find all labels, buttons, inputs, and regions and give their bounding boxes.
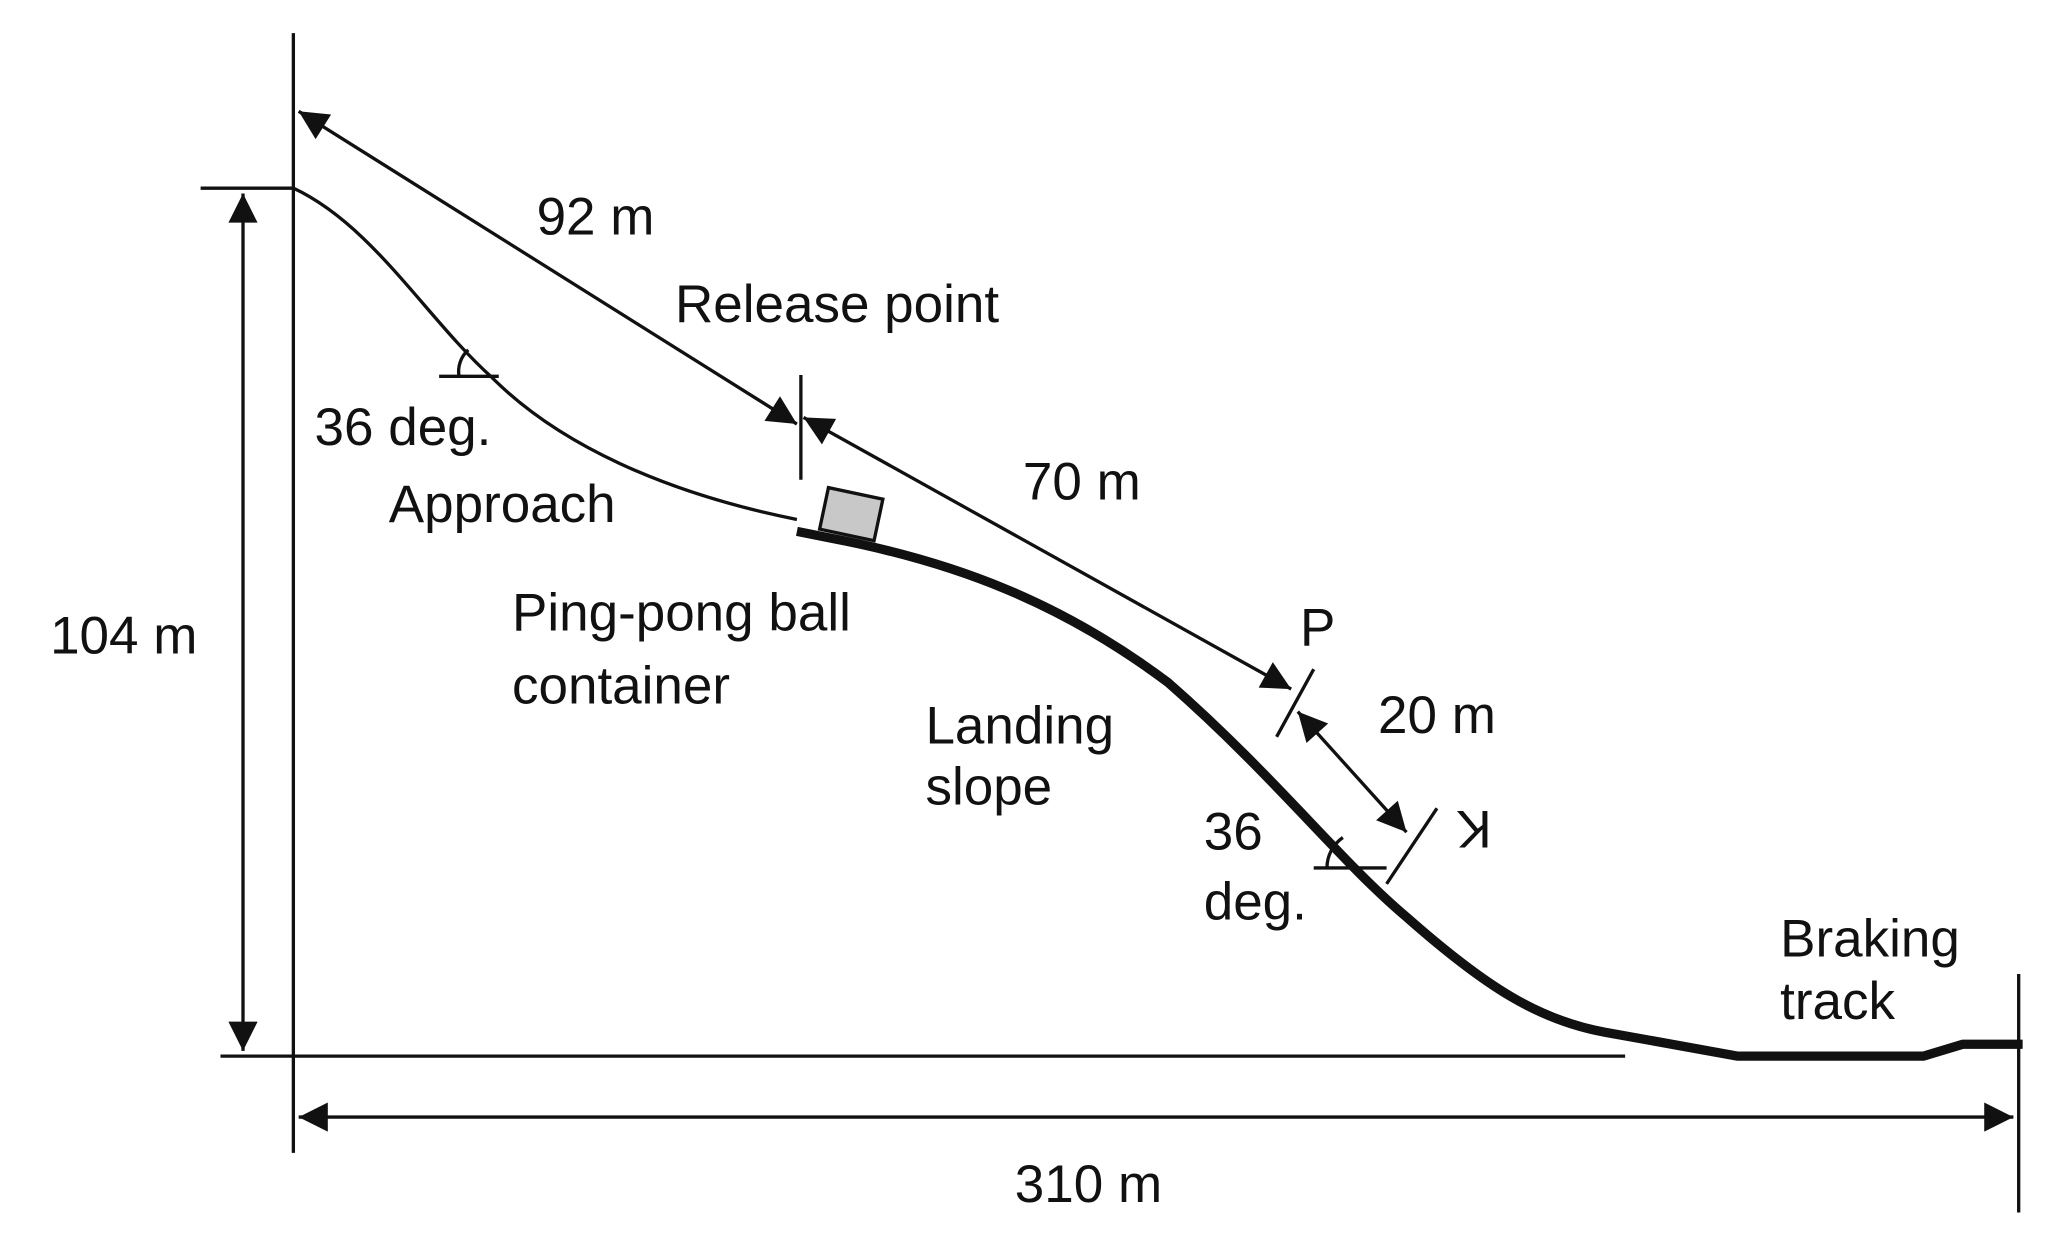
label-p: P — [1300, 598, 1335, 657]
label-angle-upper: 36 deg. — [315, 398, 492, 457]
k-tick — [1385, 807, 1439, 885]
label-angle-lower: 36 — [1204, 802, 1263, 861]
angle-arc-upper — [456, 348, 470, 377]
label-landing-slope: Landing — [925, 696, 1114, 755]
label-70m: 70 m — [1023, 453, 1141, 512]
label-braking-track: track — [1780, 972, 1895, 1031]
angle-arc-lower — [1325, 836, 1344, 869]
label-release-point: Release point — [675, 275, 999, 334]
label-k: K — [1456, 799, 1491, 858]
p-tick — [1275, 668, 1316, 738]
arrow-92m — [297, 109, 798, 426]
arrow-20m — [1296, 710, 1408, 834]
label-92m: 92 m — [537, 188, 655, 247]
container-box — [817, 485, 885, 543]
label-angle-lower: deg. — [1204, 873, 1307, 932]
label-container: container — [512, 657, 730, 716]
arrow-70m — [802, 415, 1292, 691]
label-container: Ping-pong ball — [512, 584, 851, 643]
label-width: 310 m — [1015, 1155, 1162, 1214]
label-landing-slope: slope — [925, 757, 1052, 816]
label-20m: 20 m — [1378, 686, 1496, 745]
label-braking-track: Braking — [1780, 910, 1960, 969]
label-approach: Approach — [389, 475, 616, 534]
label-height: 104 m — [50, 606, 197, 665]
